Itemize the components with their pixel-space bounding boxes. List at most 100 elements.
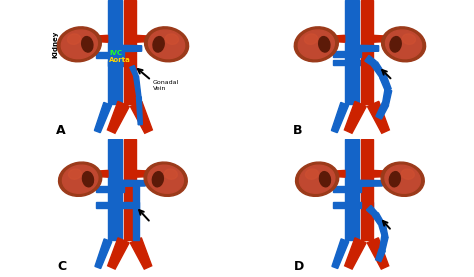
- Text: D: D: [294, 260, 304, 273]
- Ellipse shape: [296, 162, 339, 196]
- Polygon shape: [359, 45, 379, 52]
- Ellipse shape: [63, 165, 98, 193]
- Ellipse shape: [390, 37, 401, 52]
- Polygon shape: [136, 170, 151, 177]
- Polygon shape: [130, 66, 138, 77]
- Polygon shape: [373, 170, 388, 177]
- Polygon shape: [331, 102, 348, 133]
- Polygon shape: [332, 239, 349, 268]
- Bar: [108, 138, 122, 240]
- Polygon shape: [96, 186, 108, 192]
- Text: C: C: [57, 260, 66, 273]
- Polygon shape: [134, 76, 141, 97]
- Ellipse shape: [385, 165, 420, 193]
- Ellipse shape: [164, 169, 177, 179]
- Bar: [124, 202, 138, 208]
- Bar: [108, 61, 122, 66]
- Ellipse shape: [402, 34, 416, 44]
- Polygon shape: [333, 186, 345, 192]
- Ellipse shape: [305, 169, 319, 179]
- Ellipse shape: [152, 172, 164, 187]
- Ellipse shape: [145, 27, 189, 62]
- Ellipse shape: [319, 172, 330, 187]
- Polygon shape: [379, 225, 388, 237]
- Polygon shape: [376, 249, 385, 261]
- Ellipse shape: [82, 172, 93, 187]
- Polygon shape: [108, 238, 129, 269]
- Polygon shape: [383, 89, 392, 104]
- Bar: [345, 186, 361, 192]
- Polygon shape: [122, 45, 142, 52]
- Bar: [124, 0, 136, 104]
- Ellipse shape: [304, 34, 318, 44]
- Text: IVC: IVC: [109, 50, 122, 56]
- Polygon shape: [96, 52, 108, 58]
- Bar: [345, 51, 361, 57]
- Bar: [345, 0, 359, 104]
- Polygon shape: [367, 101, 389, 133]
- Bar: [361, 202, 373, 208]
- Ellipse shape: [319, 37, 330, 52]
- Polygon shape: [108, 101, 129, 133]
- Text: B: B: [293, 124, 302, 137]
- Text: Gonadal
Vein: Gonadal Vein: [153, 80, 179, 91]
- Bar: [361, 138, 373, 240]
- Bar: [345, 60, 361, 65]
- Polygon shape: [380, 75, 391, 91]
- Polygon shape: [95, 239, 112, 268]
- Polygon shape: [373, 35, 385, 42]
- Polygon shape: [367, 238, 389, 269]
- Polygon shape: [96, 202, 108, 208]
- Polygon shape: [366, 206, 377, 216]
- Polygon shape: [122, 180, 146, 186]
- Polygon shape: [365, 55, 376, 66]
- Ellipse shape: [144, 162, 187, 196]
- Text: Aorta: Aorta: [109, 57, 131, 63]
- Polygon shape: [345, 238, 366, 269]
- Text: Kidney: Kidney: [52, 31, 58, 58]
- Polygon shape: [96, 35, 108, 42]
- Bar: [361, 0, 373, 104]
- Polygon shape: [333, 170, 345, 177]
- Text: A: A: [56, 124, 65, 137]
- Ellipse shape: [148, 30, 185, 59]
- Polygon shape: [136, 35, 148, 42]
- Polygon shape: [94, 102, 111, 133]
- Ellipse shape: [165, 34, 179, 44]
- Ellipse shape: [382, 27, 426, 62]
- Polygon shape: [137, 97, 142, 125]
- Polygon shape: [373, 213, 384, 227]
- Bar: [345, 138, 359, 240]
- Polygon shape: [333, 35, 345, 42]
- Ellipse shape: [59, 162, 102, 196]
- Polygon shape: [333, 51, 345, 57]
- Polygon shape: [359, 180, 383, 186]
- Ellipse shape: [298, 30, 334, 59]
- Ellipse shape: [153, 37, 164, 52]
- Polygon shape: [333, 60, 345, 65]
- Ellipse shape: [294, 27, 338, 62]
- Ellipse shape: [82, 37, 93, 52]
- Ellipse shape: [389, 172, 401, 187]
- Ellipse shape: [67, 34, 81, 44]
- Ellipse shape: [381, 162, 424, 196]
- Polygon shape: [380, 235, 388, 250]
- Bar: [345, 202, 361, 208]
- Ellipse shape: [61, 30, 97, 59]
- Polygon shape: [376, 102, 389, 119]
- Bar: [108, 0, 122, 104]
- Bar: [108, 202, 124, 208]
- Polygon shape: [333, 202, 345, 208]
- Ellipse shape: [385, 30, 422, 59]
- Bar: [108, 186, 124, 192]
- Polygon shape: [345, 101, 366, 133]
- Polygon shape: [130, 238, 152, 269]
- Ellipse shape: [68, 169, 82, 179]
- Bar: [108, 52, 124, 58]
- Bar: [133, 208, 138, 240]
- Ellipse shape: [300, 165, 335, 193]
- Ellipse shape: [57, 27, 101, 62]
- Polygon shape: [130, 101, 152, 133]
- Polygon shape: [96, 170, 108, 177]
- Ellipse shape: [148, 165, 183, 193]
